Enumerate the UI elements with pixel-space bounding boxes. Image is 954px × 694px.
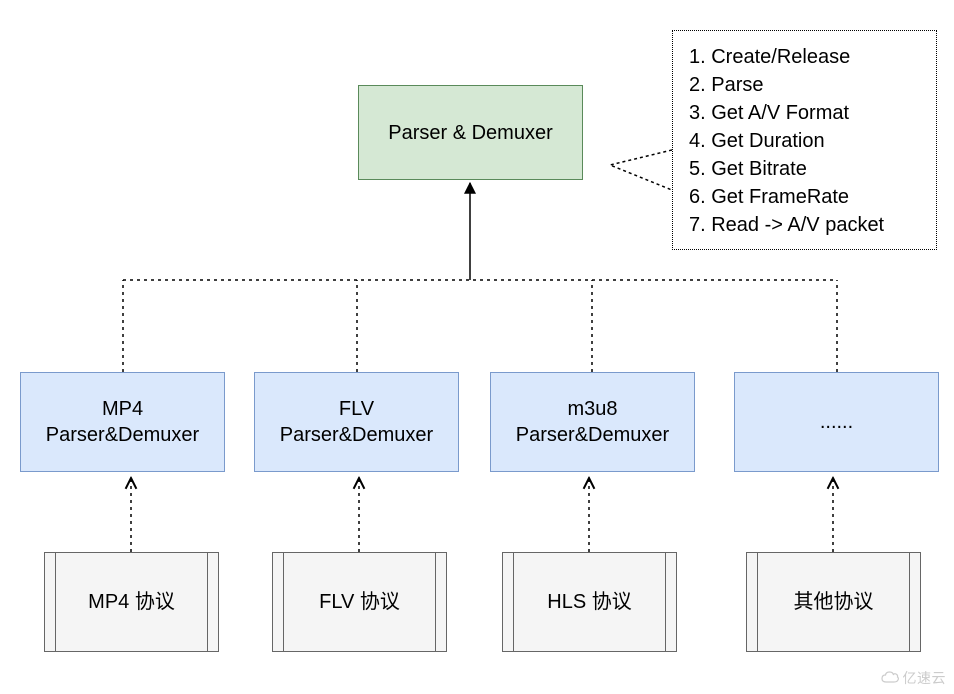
protocol-label: MP4 协议 [88,589,175,615]
callout-item: 3. Get A/V Format [689,99,920,127]
parser-box-flv: FLV Parser&Demuxer [254,372,459,472]
callout-item: 7. Read -> A/V packet [689,211,920,239]
parser-box-m3u8: m3u8 Parser&Demuxer [490,372,695,472]
protocol-label: 其他协议 [794,589,874,615]
callout-item: 5. Get Bitrate [689,155,920,183]
protocol-label: FLV 协议 [319,589,400,615]
protocol-box-other: 其他协议 [746,552,921,652]
main-parser-box: Parser & Demuxer [358,85,583,180]
callout-item: 1. Create/Release [689,43,920,71]
main-parser-label: Parser & Demuxer [388,120,553,146]
parser-box-line1: FLV [339,396,374,422]
callout-item: 4. Get Duration [689,127,920,155]
watermark-text: 亿速云 [903,670,947,686]
protocol-box-mp4: MP4 协议 [44,552,219,652]
parser-box-line2: Parser&Demuxer [280,422,433,448]
callout-item: 6. Get FrameRate [689,183,920,211]
parser-box-line1: ...... [820,409,853,435]
watermark: 亿速云 [880,668,947,688]
callout-item: 2. Parse [689,71,920,99]
parser-box-line1: MP4 [102,396,143,422]
callout-box: 1. Create/Release 2. Parse 3. Get A/V Fo… [672,30,937,250]
protocol-label: HLS 协议 [547,589,631,615]
cloud-icon [880,671,900,688]
protocol-box-hls: HLS 协议 [502,552,677,652]
parser-box-line2: Parser&Demuxer [46,422,199,448]
parser-box-mp4: MP4 Parser&Demuxer [20,372,225,472]
protocol-box-flv: FLV 协议 [272,552,447,652]
parser-box-other: ...... [734,372,939,472]
parser-box-line2: Parser&Demuxer [516,422,669,448]
parser-box-line1: m3u8 [567,396,617,422]
